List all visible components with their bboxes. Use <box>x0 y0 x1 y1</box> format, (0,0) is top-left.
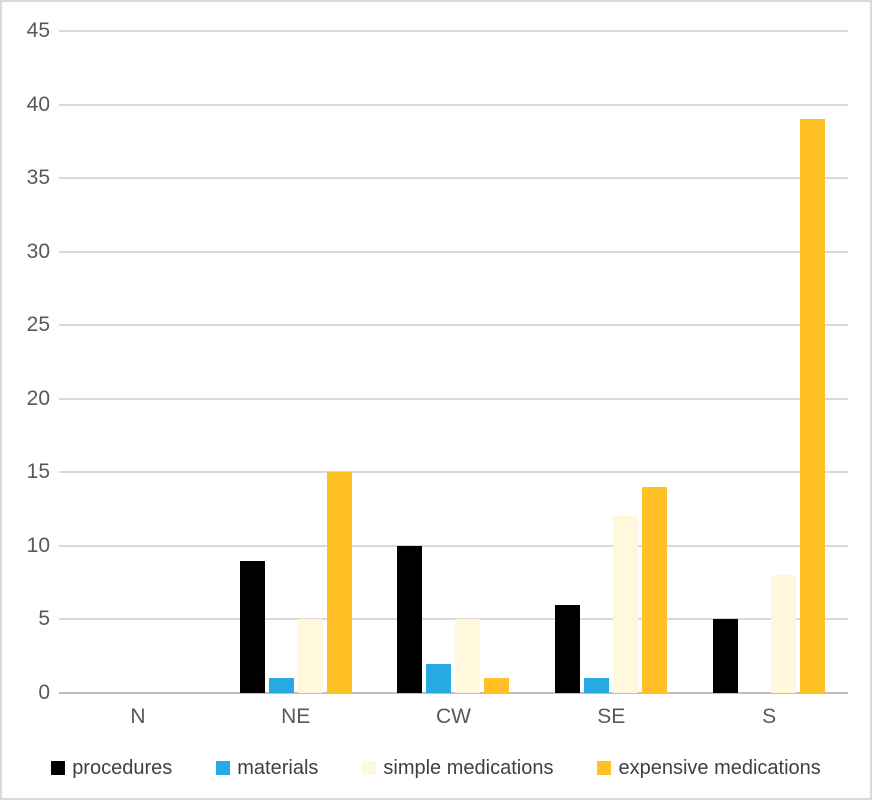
bar-procedures-NE <box>239 560 265 693</box>
y-tick-label-25: 25 <box>26 313 50 337</box>
plot-area <box>59 30 848 694</box>
chart-legend: procedures materials simple medications exp… <box>2 750 870 786</box>
bar-expensive-medications-NE <box>326 472 352 693</box>
bar-group-NE <box>217 31 375 693</box>
bar-simple-medications-CW <box>455 619 481 693</box>
x-tick-label-NE: NE <box>281 705 311 728</box>
x-axis-line <box>59 692 848 694</box>
gridline <box>59 471 848 474</box>
gridline <box>59 544 848 547</box>
gridline <box>59 30 848 32</box>
y-tick-label-15: 15 <box>26 460 50 484</box>
bar-procedures-SE <box>555 604 581 693</box>
legend-label-materials: materials <box>237 756 319 779</box>
legend-swatch-procedures <box>51 761 66 775</box>
bar-simple-medications-SE <box>613 516 639 693</box>
y-tick-label-40: 40 <box>26 92 50 116</box>
bar-group-S <box>690 31 848 693</box>
bar-procedures-CW <box>397 545 423 693</box>
gridline <box>59 250 848 253</box>
x-tick-label-SE: SE <box>597 705 626 728</box>
bar-materials-CW <box>426 663 452 693</box>
legend-item-expensive-medications: expensive medications <box>597 756 821 780</box>
bar-materials-NE <box>268 678 294 693</box>
gridline <box>59 324 848 327</box>
bar-expensive-medications-S <box>800 119 826 693</box>
y-tick-label-20: 20 <box>26 386 50 410</box>
legend-label-procedures: procedures <box>72 756 173 779</box>
x-tick-label-S: S <box>762 705 777 728</box>
bar-expensive-medications-SE <box>642 487 668 693</box>
legend-label-expensive-medications: expensive medications <box>618 756 821 779</box>
bar-group-N <box>59 31 217 693</box>
legend-swatch-expensive-medications <box>597 761 612 775</box>
bar-group-CW <box>375 31 533 693</box>
legend-swatch-simple-medications <box>362 761 377 775</box>
gridline <box>59 103 848 106</box>
y-tick-label-30: 30 <box>26 239 50 263</box>
y-tick-label-10: 10 <box>26 533 50 557</box>
y-tick-label-45: 45 <box>26 19 50 42</box>
bar-group-SE <box>532 31 690 693</box>
gridline <box>59 177 848 180</box>
bar-procedures-S <box>713 619 739 693</box>
legend-label-simple-medications: simple medications <box>383 756 554 779</box>
y-tick-label-35: 35 <box>26 166 50 190</box>
gridline <box>59 397 848 400</box>
x-tick-label-N: N <box>130 705 146 728</box>
legend-swatch-materials <box>216 761 231 775</box>
legend-item-materials: materials <box>216 757 318 780</box>
bar-simple-medications-NE <box>297 619 323 693</box>
bar-expensive-medications-CW <box>484 678 510 693</box>
y-tick-label-0: 0 <box>38 681 50 704</box>
bar-simple-medications-S <box>771 575 797 693</box>
bar-materials-SE <box>584 678 610 693</box>
legend-item-simple-medications: simple medications <box>362 757 553 780</box>
gridline <box>59 618 848 621</box>
x-tick-label-CW: CW <box>435 705 471 728</box>
y-tick-label-5: 5 <box>38 607 50 631</box>
legend-item-procedures: procedures <box>51 757 172 780</box>
